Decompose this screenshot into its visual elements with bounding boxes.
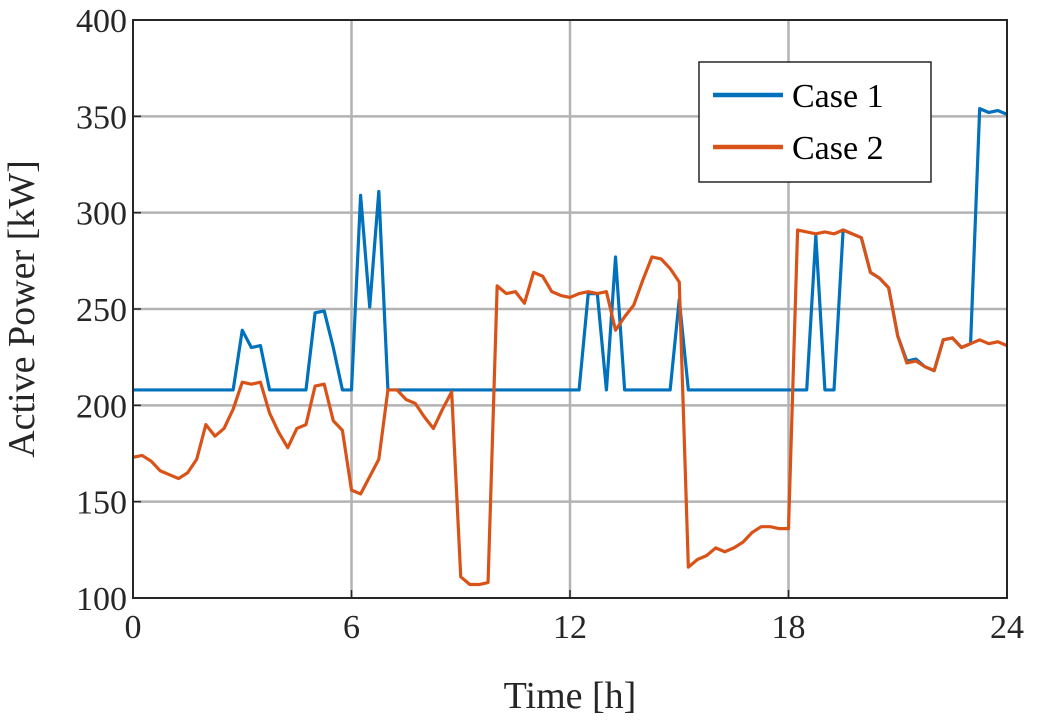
y-axis-label: Active Power [kW] — [1, 160, 43, 458]
legend-box — [698, 61, 932, 183]
y-tick-label: 100 — [76, 581, 127, 618]
x-axis-label: Time [h] — [504, 675, 637, 717]
legend-label-case-1: Case 1 — [792, 78, 884, 115]
series-layer — [132, 107, 1008, 587]
x-tick-label: 12 — [553, 609, 587, 646]
x-tick-label: 0 — [125, 609, 142, 646]
y-tick-label: 200 — [76, 388, 127, 425]
x-tick-label: 18 — [772, 609, 806, 646]
y-tick-label: 350 — [76, 99, 127, 136]
x-tick-label: 24 — [990, 609, 1024, 646]
y-axis-ticks: 100 150 200 250 300 350 400 — [76, 3, 141, 618]
series-line-case-2 — [132, 228, 1008, 587]
legend-label-case-2: Case 2 — [792, 130, 884, 167]
x-axis-ticks: 0 6 12 18 24 — [125, 590, 1024, 646]
y-tick-label: 150 — [76, 485, 127, 522]
x-tick-label: 6 — [343, 609, 360, 646]
legend: Case 1 Case 2 — [698, 61, 932, 183]
y-tick-label: 400 — [76, 3, 127, 40]
y-tick-label: 300 — [76, 196, 127, 233]
y-tick-label: 250 — [76, 292, 127, 329]
